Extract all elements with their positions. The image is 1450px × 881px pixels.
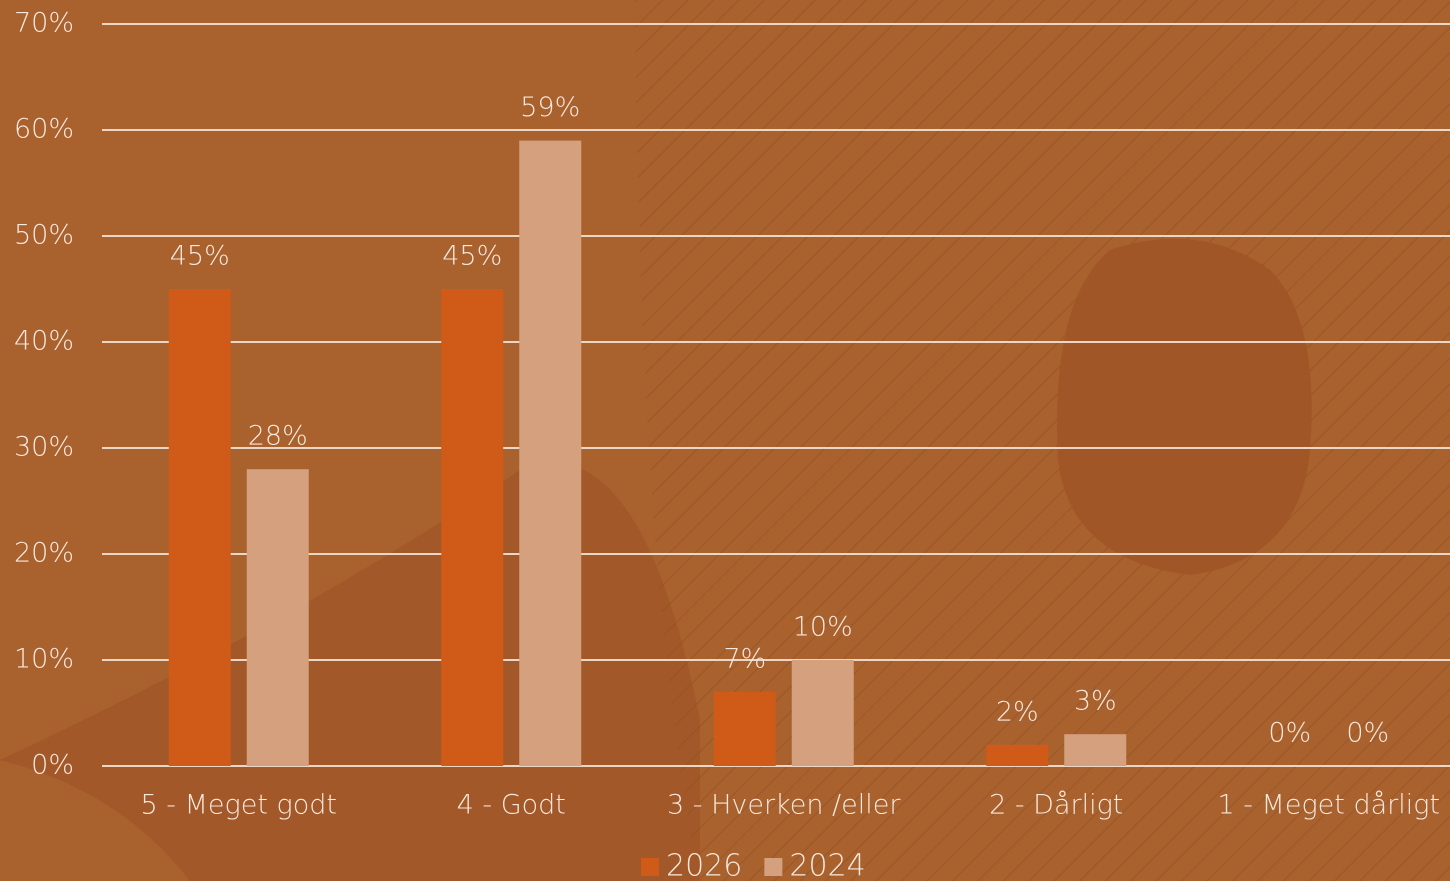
x-tick-label: 3 - Hverken /eller [667, 790, 901, 821]
data-label: 0% [1268, 718, 1311, 749]
y-tick-label: 20% [14, 538, 74, 569]
decoration [1057, 238, 1312, 575]
y-tick-label: 10% [14, 644, 74, 675]
data-label: 7% [723, 643, 766, 674]
bar [713, 691, 776, 766]
data-label: 10% [793, 612, 853, 643]
x-tick-label: 4 - Godt [457, 790, 566, 821]
data-label: 45% [170, 241, 230, 272]
bar [519, 140, 582, 767]
bar [441, 289, 504, 766]
data-label: 45% [442, 241, 502, 272]
y-tick-label: 50% [14, 220, 74, 251]
legend-label: 2024 [789, 849, 865, 881]
data-label: 3% [1074, 686, 1117, 717]
bar [791, 660, 854, 766]
bar [168, 289, 231, 766]
y-tick-label: 70% [14, 8, 74, 39]
data-label: 28% [248, 421, 308, 452]
legend-label: 2026 [666, 849, 742, 881]
x-tick-label: 2 - Dårligt [989, 790, 1123, 821]
x-tick-label: 5 - Meget godt [141, 790, 337, 821]
y-tick-label: 30% [14, 432, 74, 463]
y-tick-label: 60% [14, 114, 74, 145]
bar [246, 469, 309, 766]
data-label: 2% [996, 696, 1039, 727]
bar [1064, 734, 1127, 766]
y-tick-label: 40% [14, 326, 74, 357]
y-tick-label: 0% [31, 750, 74, 781]
legend-swatch [641, 858, 659, 876]
plot: 0% 10% 20% 30% 40% 50% 60% 70% 5 - Meget godt 45%… [14, 8, 1450, 881]
legend-swatch [764, 858, 783, 876]
data-label: 59% [520, 92, 580, 123]
x-tick-label: 1 - Meget dårligt [1217, 790, 1440, 821]
data-label: 0% [1346, 718, 1389, 749]
bar [986, 744, 1049, 766]
